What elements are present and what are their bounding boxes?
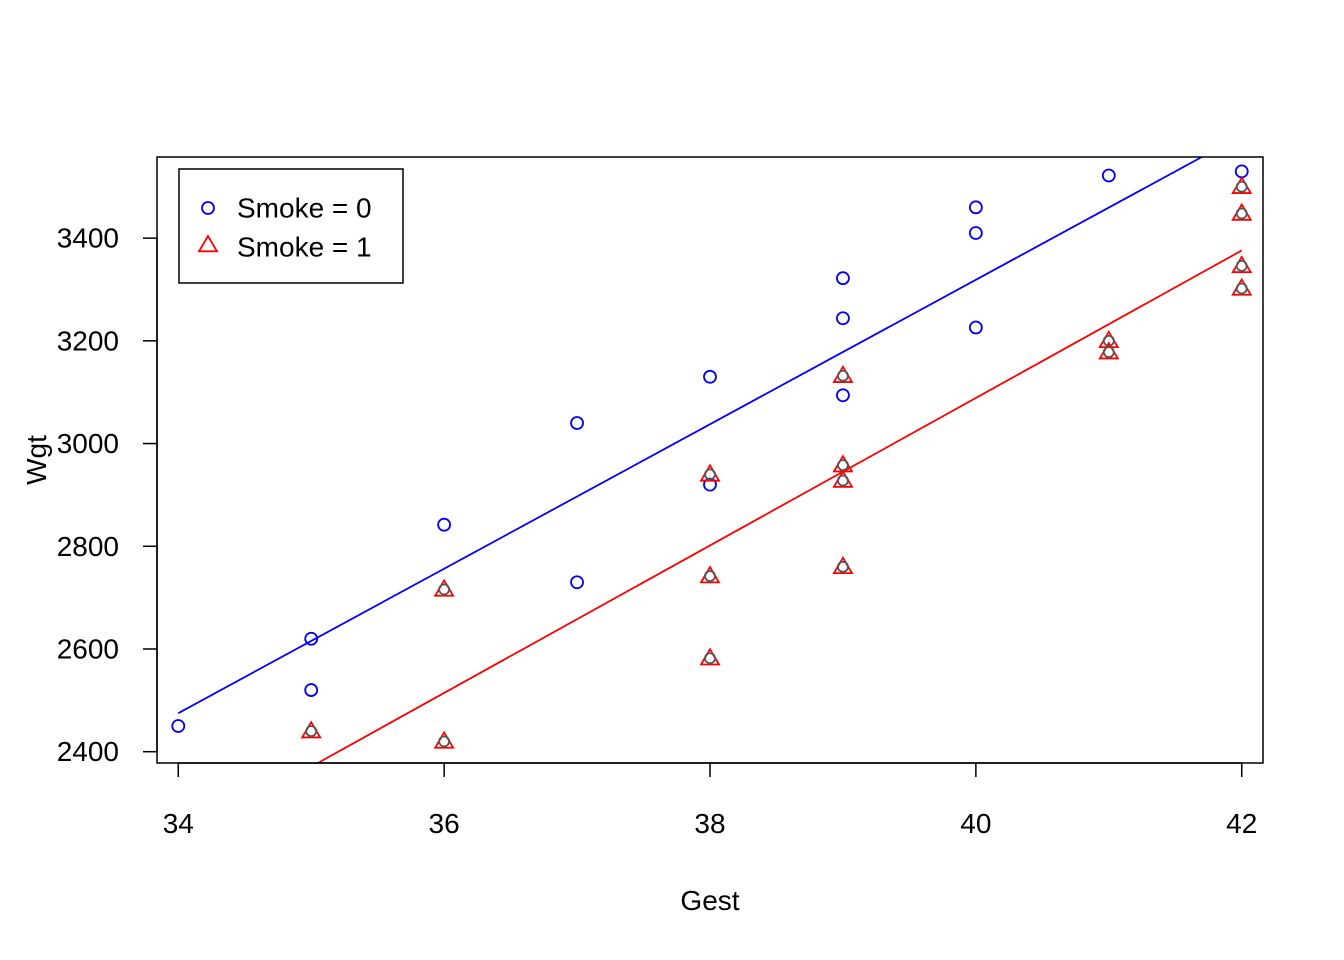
point-smoke1-overlay-10 [1102,334,1115,347]
legend-marker-circle [201,201,215,215]
point-smoke1-overlay-6 [837,369,849,382]
point-smoke1-12 [1231,176,1253,194]
legend-label-smoke-0: Smoke = 0 [237,193,372,224]
y-axis-label: Wgt [21,435,52,485]
point-smoke1-6 [832,365,854,383]
x-tick-label: 34 [163,808,194,839]
point-smoke1-overlay-12 [1235,180,1248,193]
point-smoke0-9 [836,311,850,326]
point-smoke1-overlay-7 [837,459,849,472]
point-smoke1-overlay-4 [704,570,716,582]
y-tick-label: 2600 [57,633,119,664]
x-tick-label: 36 [429,808,460,839]
y-tick-label: 3000 [57,428,119,459]
point-smoke0-10 [836,388,850,403]
point-smoke0-12 [968,226,983,240]
point-smoke1-overlay-5 [704,652,716,665]
fit-line-series-1 [317,249,1243,763]
point-smoke1-overlay-1 [438,583,451,596]
point-smoke1-5 [699,647,721,666]
x-tick-label: 42 [1226,808,1257,839]
x-tick-label: 40 [960,808,991,839]
fit-line-series-0 [177,157,1203,714]
point-smoke1-overlay-14 [1235,259,1248,272]
y-tick-label: 2800 [57,531,119,562]
x-tick-label: 38 [694,808,725,839]
point-smoke1-14 [1231,255,1253,274]
point-smoke0-11 [968,200,983,215]
point-smoke1-4 [699,565,721,584]
point-smoke0-1 [304,631,319,646]
fit-lines [177,157,1243,763]
point-smoke0-0 [171,719,186,733]
point-smoke1-overlay-8 [837,474,849,487]
point-smoke0-4 [570,416,584,430]
point-smoke1-0 [300,720,322,739]
point-smoke0-8 [836,271,850,286]
point-smoke1-overlay-15 [1235,282,1248,295]
legend: Smoke = 0 Smoke = 1 [178,168,404,284]
point-smoke1-overlay-11 [1102,346,1115,359]
point-smoke1-1 [433,578,455,597]
point-smoke1-9 [832,556,854,575]
point-smoke1-2 [433,730,455,749]
point-smoke1-overlay-0 [305,725,318,738]
point-smoke1-overlay-2 [438,735,451,748]
point-smoke0-13 [968,320,983,335]
point-smoke1-13 [1231,202,1253,221]
legend-box [178,168,404,284]
y-tick-label: 3400 [57,223,119,254]
point-smoke0-5 [570,575,584,590]
legend-marker-triangle [197,234,219,253]
point-smoke0-15 [1234,164,1249,179]
point-smoke1-15 [1231,277,1253,296]
point-smoke0-14 [1101,168,1116,183]
y-tick-label: 3200 [57,325,119,356]
legend-label-smoke-1: Smoke = 1 [237,232,372,263]
y-axis: 2400 2600 2800 3000 3200 3400 [57,223,158,767]
point-smoke1-8 [832,469,854,488]
y-tick-label: 2400 [57,736,119,767]
x-axis-label: Gest [680,885,739,916]
point-smoke1-overlay-9 [837,560,849,573]
point-smoke1-overlay-13 [1235,207,1248,220]
point-smoke0-6 [703,369,717,384]
point-smoke0-3 [437,517,452,532]
point-smoke0-2 [304,683,319,697]
legend-triangle-icon [197,234,219,253]
point-smoke1-overlay-3 [704,468,716,481]
x-axis: 34 36 38 40 42 [163,762,1257,839]
legend-circle-icon [201,201,215,215]
data-points [171,164,1253,749]
